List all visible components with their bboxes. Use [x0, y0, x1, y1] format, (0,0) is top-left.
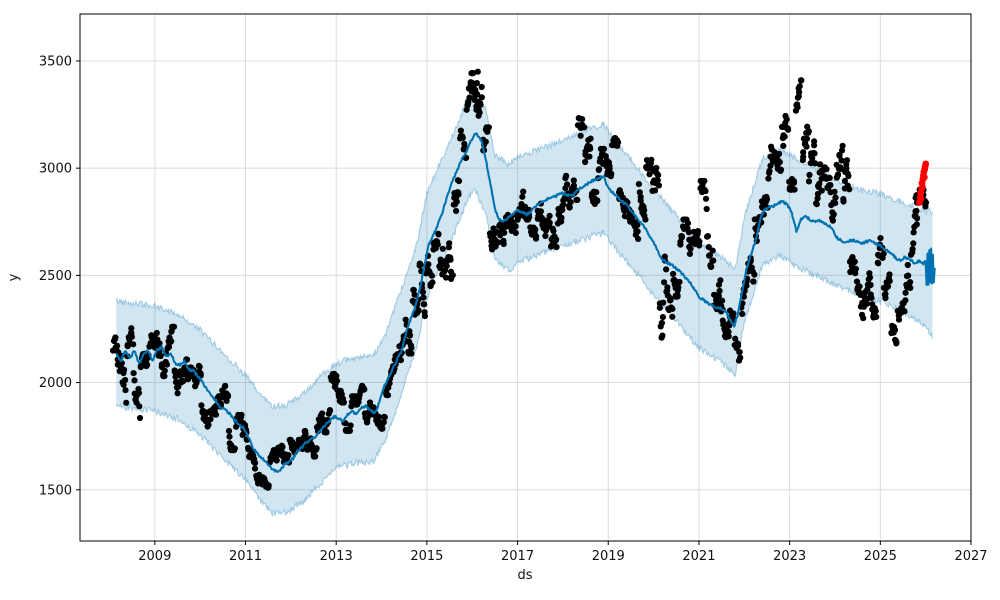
x-tick-label: 2025 — [864, 549, 897, 564]
y-tick-label: 2000 — [39, 376, 72, 391]
x-tick-label: 2027 — [954, 549, 987, 564]
y-tick-label: 2500 — [39, 269, 72, 284]
x-tick-label: 2011 — [229, 549, 262, 564]
y-tick-label: 3000 — [39, 162, 72, 177]
axes-spines — [79, 13, 972, 542]
y-tick-label: 3500 — [39, 54, 72, 69]
y-tick-label: 1500 — [39, 483, 72, 498]
x-tick-label: 2019 — [592, 549, 625, 564]
x-tick-label: 2009 — [138, 549, 171, 564]
uncertainty-band-lower-edge — [115, 187, 934, 518]
plot-area — [80, 14, 971, 541]
uncertainty-band-upper-edge — [115, 91, 933, 411]
x-tick-label: 2023 — [773, 549, 806, 564]
forecast-line — [115, 132, 936, 474]
y-axis-label: y — [6, 273, 22, 282]
x-tick-label: 2021 — [682, 549, 715, 564]
anomaly-points — [915, 160, 930, 206]
x-axis-label: ds — [517, 568, 533, 583]
uncertainty-band — [116, 91, 933, 517]
x-tick-label: 2017 — [501, 549, 534, 564]
x-tick-label: 2015 — [410, 549, 443, 564]
x-tick-label: 2013 — [320, 549, 353, 564]
